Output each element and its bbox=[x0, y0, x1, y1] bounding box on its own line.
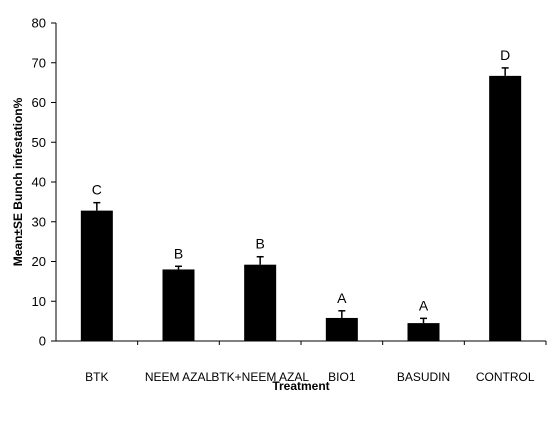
y-tick-label: 30 bbox=[32, 214, 46, 229]
y-axis-label: Mean±SE Bunch infestation% bbox=[11, 97, 25, 266]
bar bbox=[489, 75, 522, 342]
x-tick-label: NEEM AZAL bbox=[145, 370, 213, 384]
x-tick-label: BTK bbox=[85, 370, 108, 384]
x-tick-label: BTK+NEEM AZAL bbox=[211, 370, 309, 384]
bars: C B B A A D bbox=[80, 47, 522, 342]
significance-letter: B bbox=[255, 236, 264, 252]
x-tick-label: CONTROL bbox=[476, 370, 535, 384]
bar bbox=[162, 269, 195, 341]
axes bbox=[55, 23, 546, 342]
y-ticks: 0 10 20 30 40 50 60 70 80 bbox=[32, 16, 56, 349]
bar bbox=[244, 264, 277, 341]
y-tick-label: 0 bbox=[39, 334, 46, 349]
x-axis-label: Treatment bbox=[272, 379, 329, 393]
significance-letter: C bbox=[92, 182, 102, 198]
significance-letter: B bbox=[174, 245, 183, 261]
y-tick-label: 70 bbox=[32, 55, 46, 70]
y-tick-label: 50 bbox=[32, 135, 46, 150]
significance-letter: A bbox=[337, 290, 347, 306]
bar bbox=[80, 210, 113, 341]
y-tick-label: 60 bbox=[32, 95, 46, 110]
significance-letter: D bbox=[500, 47, 510, 63]
y-tick-label: 40 bbox=[32, 175, 46, 190]
significance-letter: A bbox=[419, 297, 429, 313]
y-tick-label: 20 bbox=[32, 254, 46, 269]
y-tick-label: 10 bbox=[32, 294, 46, 309]
x-tick-labels: BTK NEEM AZAL BTK+NEEM AZAL BIO1 BASUDIN CONT… bbox=[85, 341, 547, 384]
bar bbox=[407, 323, 440, 341]
bar bbox=[325, 317, 358, 341]
x-tick-label: BIO1 bbox=[328, 370, 356, 384]
x-tick-label: BASUDIN bbox=[397, 370, 450, 384]
y-tick-label: 80 bbox=[32, 16, 46, 31]
